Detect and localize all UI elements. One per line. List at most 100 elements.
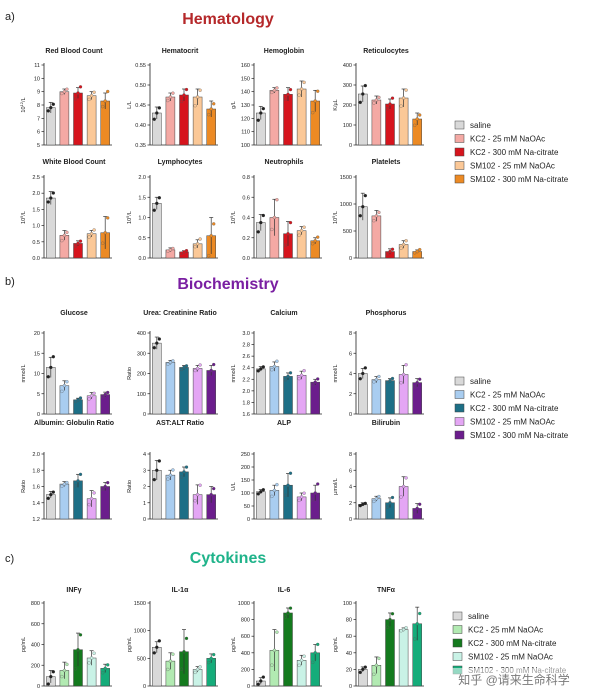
data-point bbox=[358, 377, 362, 381]
y-tick-label: 0 bbox=[349, 412, 352, 418]
data-point bbox=[103, 392, 107, 397]
y-tick-label: 0 bbox=[37, 412, 40, 418]
data-point bbox=[275, 359, 279, 363]
data-point bbox=[103, 231, 107, 235]
data-point bbox=[288, 220, 293, 225]
data-point bbox=[209, 107, 213, 111]
data-point bbox=[182, 93, 186, 97]
data-point bbox=[363, 501, 367, 506]
y-tick-label: 400 bbox=[241, 651, 250, 657]
data-point bbox=[259, 490, 263, 494]
legend-swatch bbox=[454, 430, 465, 440]
data-point bbox=[106, 89, 110, 94]
data-point bbox=[311, 498, 315, 502]
data-point bbox=[388, 617, 392, 622]
chart-ylabel: µmol/L bbox=[333, 478, 339, 495]
data-point bbox=[212, 652, 216, 657]
data-point bbox=[286, 232, 290, 236]
data-point bbox=[385, 625, 390, 629]
y-tick-label: 8 bbox=[349, 331, 352, 337]
data-point bbox=[283, 243, 288, 247]
data-point bbox=[78, 472, 83, 477]
y-tick-label: 0.6 bbox=[242, 195, 250, 201]
data-point bbox=[302, 225, 306, 229]
section-letter: a) bbox=[5, 11, 15, 23]
data-point bbox=[377, 95, 381, 100]
data-point bbox=[401, 242, 406, 247]
data-point bbox=[166, 249, 170, 253]
legend-label: saline bbox=[468, 612, 489, 621]
data-point bbox=[195, 667, 200, 672]
y-tick-label: 0 bbox=[37, 684, 40, 690]
data-point bbox=[184, 465, 189, 469]
data-point bbox=[286, 374, 290, 379]
y-tick-label: 0 bbox=[143, 517, 146, 523]
data-point bbox=[193, 104, 197, 108]
legend-swatch bbox=[454, 174, 465, 184]
data-point bbox=[60, 484, 64, 488]
y-tick-label: 6 bbox=[349, 468, 352, 474]
data-point bbox=[73, 667, 78, 671]
data-point bbox=[60, 674, 64, 679]
data-point bbox=[87, 502, 91, 507]
ylabel-part: 12 bbox=[19, 101, 24, 106]
legend-label: KC2 - 25 mM NaOAc bbox=[470, 391, 545, 400]
data-point bbox=[106, 663, 110, 667]
data-point bbox=[286, 483, 290, 487]
y-tick-label: 1000 bbox=[340, 202, 352, 208]
data-point bbox=[65, 480, 69, 485]
y-tick-label: 1000 bbox=[238, 601, 250, 607]
data-point bbox=[155, 341, 159, 345]
data-point bbox=[51, 102, 55, 106]
data-point bbox=[76, 479, 80, 483]
chart-title: Hemoglobin bbox=[264, 48, 304, 55]
ylabel-part: /L bbox=[333, 211, 339, 216]
data-point bbox=[413, 637, 417, 641]
bar bbox=[46, 197, 56, 259]
chart-panel: Lymphocytes 0.0 0.5 1.0 1.5 2.0 109/L bbox=[125, 159, 218, 262]
data-point bbox=[49, 492, 53, 497]
data-point bbox=[418, 377, 422, 381]
legend-swatch bbox=[452, 652, 463, 661]
legend-swatch bbox=[454, 161, 465, 170]
data-point bbox=[311, 242, 315, 246]
chart-title: Albumin: Globulin Ratio bbox=[34, 420, 114, 427]
data-point bbox=[106, 390, 110, 395]
y-tick-label: 110 bbox=[241, 130, 250, 136]
y-tick-label: 0.2 bbox=[242, 236, 250, 242]
data-point bbox=[155, 111, 159, 115]
data-point bbox=[418, 502, 422, 506]
data-point bbox=[374, 98, 379, 102]
data-point bbox=[89, 394, 94, 398]
data-point bbox=[152, 478, 156, 482]
data-point bbox=[288, 371, 293, 375]
y-tick-label: 0.0 bbox=[138, 256, 146, 262]
chart-ylabel: pg/mL bbox=[21, 637, 27, 652]
data-point bbox=[358, 100, 362, 104]
y-tick-label: 100 bbox=[137, 392, 146, 398]
ylabel-part: 10 bbox=[21, 218, 27, 224]
data-point bbox=[51, 490, 55, 494]
data-point bbox=[316, 235, 320, 239]
legend-swatch bbox=[452, 625, 463, 634]
y-tick-label: 3.0 bbox=[242, 331, 250, 337]
ylabel-part: 9 bbox=[125, 215, 130, 218]
data-point bbox=[399, 495, 403, 499]
y-tick-label: 2 bbox=[349, 501, 352, 507]
y-tick-label: 1.6 bbox=[32, 485, 40, 491]
data-point bbox=[374, 214, 379, 218]
section-letter: c) bbox=[5, 553, 14, 565]
chart-panel: Platelets 0 500 1000 1500 109/L bbox=[331, 159, 424, 262]
chart-ylabel: L/L bbox=[127, 101, 133, 109]
data-point bbox=[182, 365, 186, 370]
data-point bbox=[385, 505, 390, 509]
y-tick-label: 0.45 bbox=[135, 103, 146, 109]
chart-panel: IL-1α 0 500 1000 1500 pg/mL bbox=[127, 587, 218, 690]
legend-swatch bbox=[454, 120, 465, 130]
data-point bbox=[390, 376, 395, 381]
data-point bbox=[415, 117, 419, 121]
data-point bbox=[388, 249, 392, 254]
bar bbox=[371, 379, 382, 415]
data-point bbox=[73, 484, 78, 488]
chart-panel: IL-6 0 200 400 600 800 1000 pg/mL bbox=[231, 587, 322, 690]
